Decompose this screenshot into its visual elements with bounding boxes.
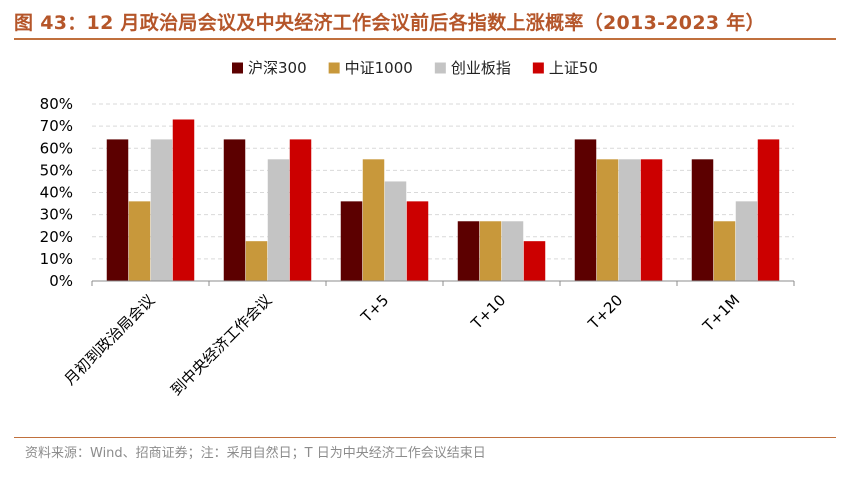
bars	[106, 119, 780, 281]
legend-swatch	[232, 62, 243, 74]
bar	[340, 201, 363, 281]
bar	[757, 139, 780, 281]
y-tick-label: 80%	[40, 95, 73, 113]
bar	[596, 159, 619, 281]
bar	[691, 159, 714, 281]
bar	[406, 201, 429, 281]
y-tick-label: 40%	[40, 184, 73, 202]
bar	[574, 139, 597, 281]
bar	[245, 241, 268, 281]
legend-label: 中证1000	[345, 59, 413, 77]
bar	[457, 221, 480, 281]
bar	[150, 139, 173, 281]
chart-title: 图 43：12 月政治局会议及中央经济工作会议前后各指数上涨概率（2013-20…	[14, 12, 765, 34]
bar	[362, 159, 385, 281]
x-category-label: T+20	[584, 291, 626, 333]
bar	[523, 241, 546, 281]
x-category-label: 到中央经济工作会议	[167, 291, 275, 399]
bar	[289, 139, 312, 281]
legend-label: 创业板指	[451, 59, 511, 77]
bar	[384, 181, 407, 281]
legend-label: 上证50	[549, 59, 598, 77]
bar	[479, 221, 502, 281]
legend-swatch	[434, 62, 446, 74]
bar	[223, 139, 246, 281]
y-tick-label: 10%	[40, 250, 73, 268]
y-axis: 0% 10% 20% 30% 40% 50% 60% 70% 80%	[40, 95, 73, 290]
bar	[172, 119, 195, 281]
bar-chart: 沪深300 中证1000 创业板指 上证50 0% 10% 20% 30% 40% 50% 60%…	[40, 59, 795, 399]
x-category-label: T+1M	[699, 291, 744, 336]
y-tick-label: 70%	[40, 117, 73, 135]
y-tick-label: 50%	[40, 161, 73, 179]
title-divider	[14, 38, 836, 40]
gridlines	[92, 103, 794, 260]
bar	[618, 159, 641, 281]
source-note: 资料来源：Wind、招商证券；注：采用自然日；T 日为中央经济工作会议结束日	[25, 446, 486, 461]
bar	[713, 221, 736, 281]
bar	[501, 221, 524, 281]
legend-swatch	[328, 62, 340, 74]
bar	[640, 159, 663, 281]
bar	[106, 139, 129, 281]
y-tick-label: 60%	[40, 139, 73, 157]
y-tick-label: 30%	[40, 206, 73, 224]
legend-label: 沪深300	[248, 59, 307, 77]
source-divider	[14, 437, 836, 438]
x-axis: 月初到政治局会议 到中央经济工作会议 T+5 T+10 T+20 T+1M	[61, 280, 795, 399]
bar	[128, 201, 151, 281]
y-tick-label: 0%	[49, 272, 73, 290]
bar	[735, 201, 758, 281]
bar	[267, 159, 290, 281]
x-category-label: T+5	[357, 291, 393, 327]
y-tick-label: 20%	[40, 228, 73, 246]
x-category-label: T+10	[467, 291, 509, 333]
x-category-label: 月初到政治局会议	[61, 291, 159, 389]
legend: 沪深300 中证1000 创业板指 上证50	[232, 59, 598, 77]
legend-swatch	[532, 62, 544, 74]
